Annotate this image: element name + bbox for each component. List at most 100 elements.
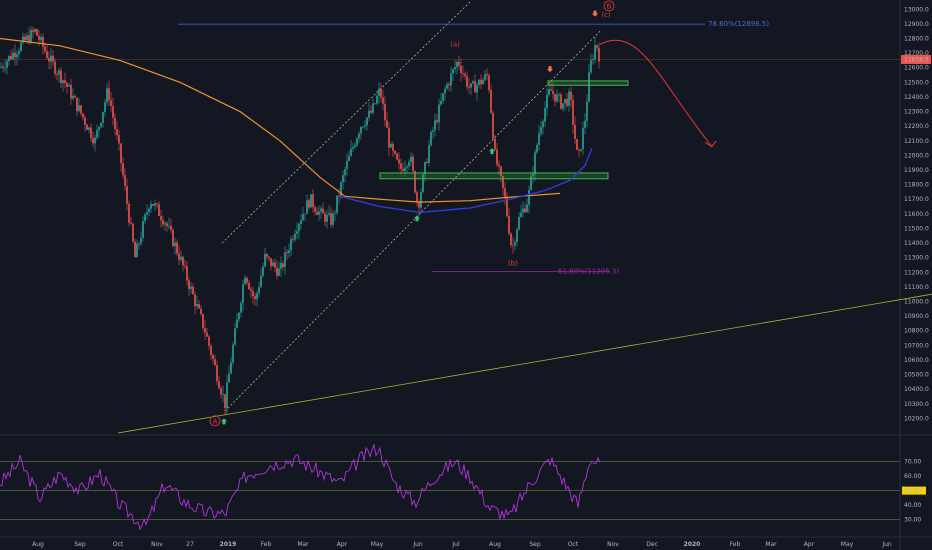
candle-body (452, 69, 454, 74)
candle-body (354, 145, 356, 148)
wave-label-circle (603, 0, 615, 12)
candle-body (478, 79, 480, 85)
candle-body (42, 36, 44, 47)
candle-body (346, 160, 348, 170)
candle-body (140, 237, 142, 244)
candle-body (440, 100, 442, 105)
candle-body (206, 332, 208, 337)
long-trend-line (117, 293, 932, 434)
candle-body (554, 93, 556, 102)
candle-body (498, 164, 500, 167)
candle-body (192, 286, 194, 295)
fib-level-label: 78.60%(12898.5) (708, 20, 769, 28)
candle-body (182, 256, 184, 266)
candle-body (214, 359, 216, 366)
candle-body (560, 94, 562, 109)
price-tick-label: 12500.0 (904, 79, 929, 86)
candle-body (552, 90, 554, 94)
candle-body (338, 195, 340, 197)
rsi-highlight-label: 50.00 (904, 488, 921, 495)
candle-body (96, 130, 98, 138)
candle-body (472, 81, 474, 84)
candle-body (384, 103, 386, 121)
candle-body (462, 73, 464, 74)
candle-body (144, 214, 146, 222)
time-tick-label: May (841, 541, 854, 548)
candle-body (122, 163, 124, 176)
candle-body (108, 88, 110, 101)
candle-body (310, 194, 312, 208)
candle-body (272, 262, 274, 267)
candle-body (454, 67, 456, 70)
candle-body (38, 35, 40, 41)
price-tick-label: 11600.0 (904, 211, 929, 218)
candle-body (196, 304, 198, 307)
candle-body (0, 66, 2, 68)
time-tick-label: 27 (186, 541, 194, 548)
candle-body (280, 263, 282, 269)
candle-body (94, 137, 96, 144)
candle-body (370, 110, 372, 113)
overlays: 78.60%(12898.5) 61.80%(11205.3) A B (a) (b) (c… (0, 0, 769, 427)
price-tick-label: 11900.0 (904, 167, 929, 174)
moving-average-line (0, 37, 561, 203)
candle-body (538, 133, 540, 145)
candle-body (78, 105, 80, 112)
candle-body (536, 144, 538, 153)
candle-body (164, 223, 166, 225)
candle-body (126, 186, 128, 204)
candle-body (132, 223, 134, 242)
candle-body (62, 80, 64, 83)
candle-body (102, 111, 104, 123)
candle-body (326, 214, 328, 222)
candle-body (262, 266, 264, 276)
candle-body (360, 127, 362, 134)
candle-body (426, 161, 428, 163)
candle-body (546, 94, 548, 109)
candle-body (404, 167, 406, 171)
candle-body (530, 175, 532, 191)
price-axis[interactable]: 13000.0 12900.0 12800.0 12700.0 12600.0 12500… (901, 6, 931, 422)
candle-body (136, 243, 138, 258)
candle-body (328, 213, 330, 215)
candle-body (470, 83, 472, 88)
candle-body (368, 110, 370, 118)
time-axis[interactable]: Aug Sep Oct Nov 27 2019 Feb Mar Apr May Jun Jul Aug S… (32, 541, 892, 548)
candle-body (366, 117, 368, 126)
candle-body (232, 344, 234, 363)
candle-body (568, 91, 570, 106)
candle-body (112, 106, 114, 118)
candle-body (340, 182, 342, 197)
candle-body (230, 362, 232, 374)
lower-channel-line (224, 30, 601, 412)
wave-label: (b) (508, 259, 518, 267)
candle-body (460, 65, 462, 74)
candle-body (482, 79, 484, 85)
candle-body (120, 143, 122, 164)
candle-body (30, 30, 32, 43)
candle-body (176, 242, 178, 254)
candle-body (468, 86, 470, 88)
candle-body (270, 258, 272, 267)
candle-body (406, 166, 408, 168)
candle-body (238, 312, 240, 320)
candle-body (154, 203, 156, 206)
candle-body (466, 75, 468, 87)
candle-body (304, 213, 306, 215)
candle-body (256, 293, 258, 300)
candle-body (258, 287, 260, 294)
candle-body (46, 51, 48, 59)
candle-body (172, 229, 174, 247)
rsi-tick-label: 70.00 (904, 459, 921, 466)
candle-body (8, 55, 10, 62)
candle-body (532, 174, 534, 176)
fib-level-label: 61.80%(11205.3) (558, 268, 619, 276)
rsi-tick-label: 30.00 (904, 517, 921, 524)
candle-body (400, 163, 402, 169)
candle-body (458, 61, 460, 66)
candle-body (512, 245, 514, 246)
last-price-label: 12656.5 (904, 56, 929, 63)
candle-body (60, 70, 62, 83)
candle-body (72, 95, 74, 99)
